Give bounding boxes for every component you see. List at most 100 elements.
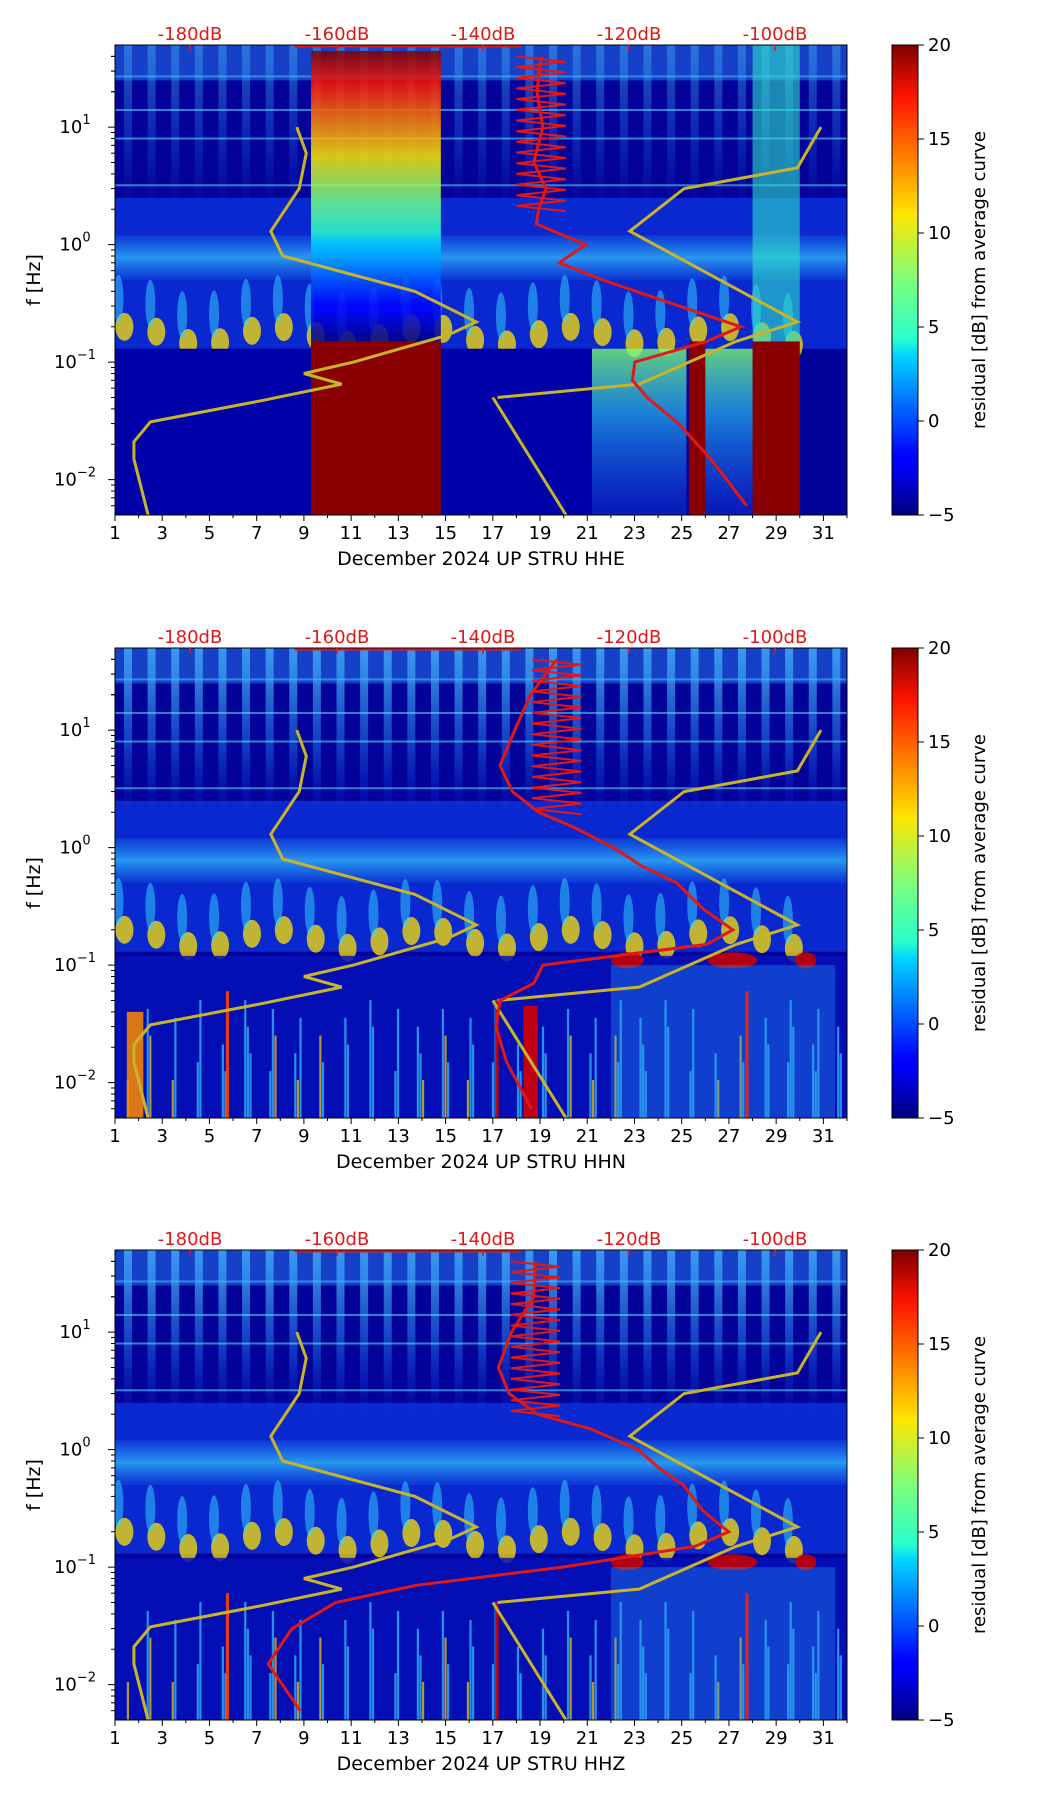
- x-tick-label: 29: [765, 1126, 788, 1147]
- transient-line: [814, 1673, 817, 1720]
- colorbar-tick-label: 0: [928, 411, 939, 432]
- y-tick-label: 100: [59, 1436, 90, 1461]
- transient-line: [271, 1008, 274, 1118]
- x-tick-label: 29: [765, 523, 788, 544]
- transient-line: [394, 1071, 397, 1118]
- transient-line: [589, 1655, 592, 1720]
- transient-line: [839, 1655, 842, 1720]
- x-tick-label: 21: [576, 523, 599, 544]
- transient-line: [446, 1664, 450, 1720]
- y-axis-label: f [Hz]: [23, 254, 45, 306]
- x-tick-label: 27: [717, 523, 740, 544]
- daily-stripe: [501, 648, 510, 813]
- x-tick-label: 1: [109, 523, 120, 544]
- transient-line: [664, 1602, 667, 1720]
- noise-curve: [532, 56, 748, 507]
- saturated-block: [310, 341, 441, 515]
- daily-stripe: [383, 648, 392, 813]
- transient-line: [642, 1044, 645, 1118]
- transient-line: [224, 1071, 227, 1118]
- daily-stripe: [667, 45, 676, 210]
- microseism-glow: [115, 1440, 847, 1485]
- transient-line: [689, 1673, 692, 1720]
- x-tick-label: 3: [156, 1728, 167, 1749]
- daily-stripe: [737, 45, 746, 210]
- x-tick-label: 7: [251, 1126, 262, 1147]
- noise-curve-jitter: [516, 55, 566, 213]
- tonal-line: [115, 108, 847, 111]
- x-tick-label: 15: [434, 523, 457, 544]
- daily-stripe: [667, 648, 676, 813]
- x-tick-label: 25: [670, 523, 693, 544]
- transient-line: [274, 1035, 277, 1118]
- daily-stripe: [123, 1250, 132, 1415]
- y-tick-exponent: 1: [82, 1318, 90, 1333]
- daily-stripe: [619, 45, 628, 210]
- tonal-line: [115, 1313, 847, 1316]
- model-curve: [132, 1331, 480, 1720]
- high-freq-band: [115, 648, 847, 684]
- transient-line: [541, 1026, 545, 1118]
- storm-tail: [591, 1485, 602, 1534]
- storm-tail: [272, 1480, 283, 1529]
- storm-tail: [719, 1480, 730, 1529]
- transient-line: [299, 1017, 302, 1118]
- x-axis-label: December 2024 UP STRU HHN: [336, 1151, 626, 1173]
- y-tick-exponent: 0: [82, 231, 90, 246]
- colorbar-tick-label: −5: [928, 1710, 955, 1731]
- event-line: [225, 991, 229, 1118]
- transient-line: [421, 1681, 425, 1720]
- transient-line: [767, 1646, 770, 1720]
- y-tick-label: 101: [59, 716, 90, 741]
- x-tick-label: 11: [340, 1126, 363, 1147]
- daily-stripe: [407, 648, 416, 813]
- x-tick-label: 7: [251, 1728, 262, 1749]
- top-db-label: -180dB: [158, 24, 223, 45]
- daily-stripe: [147, 45, 156, 210]
- storm-tail: [336, 895, 347, 944]
- daily-stripe: [218, 1250, 227, 1415]
- daily-stripe: [265, 45, 274, 210]
- transient-line: [569, 1637, 572, 1720]
- storm-peak: [795, 1554, 817, 1571]
- daily-stripe: [218, 648, 227, 813]
- colorbar-tick-label: −5: [928, 1108, 955, 1129]
- x-tick-label: 19: [529, 523, 552, 544]
- model-curve: [491, 1601, 568, 1720]
- x-tick-label: 15: [434, 1126, 457, 1147]
- transient-line: [619, 1602, 622, 1720]
- storm-low-wash: [610, 1567, 836, 1720]
- saturated-upper: [310, 51, 441, 342]
- transient-line: [767, 1044, 770, 1118]
- storm-tail: [591, 280, 602, 329]
- transient-line: [369, 1000, 372, 1118]
- transient-line: [617, 1062, 620, 1118]
- transient-line: [591, 1681, 595, 1720]
- y-tick-label: 100: [59, 231, 90, 256]
- storm-tail: [559, 274, 570, 323]
- transient-line: [199, 1602, 202, 1720]
- daily-stripe: [549, 648, 558, 813]
- transient-line: [416, 1628, 419, 1720]
- transient-line: [817, 1008, 820, 1118]
- transient-line: [344, 1017, 347, 1118]
- transient-line: [319, 1035, 322, 1118]
- transient-line: [296, 1681, 300, 1720]
- daily-stripe: [454, 1250, 463, 1415]
- transient-line: [566, 1008, 570, 1118]
- transient-line: [294, 1655, 297, 1720]
- colorbar-tick-label: 20: [928, 35, 951, 56]
- x-tick-label: 21: [576, 1728, 599, 1749]
- event-line: [495, 1000, 499, 1118]
- transient-line: [614, 1637, 617, 1720]
- x-tick-label: 21: [576, 1126, 599, 1147]
- transient-line: [269, 1673, 272, 1720]
- colorbar: [891, 1249, 919, 1721]
- tonal-line: [115, 787, 847, 790]
- transient-line: [271, 1610, 274, 1720]
- transient-line: [299, 1619, 302, 1720]
- y-tick-exponent: 0: [82, 1436, 90, 1451]
- transient-line: [444, 1035, 447, 1118]
- daily-stripe: [360, 1250, 369, 1415]
